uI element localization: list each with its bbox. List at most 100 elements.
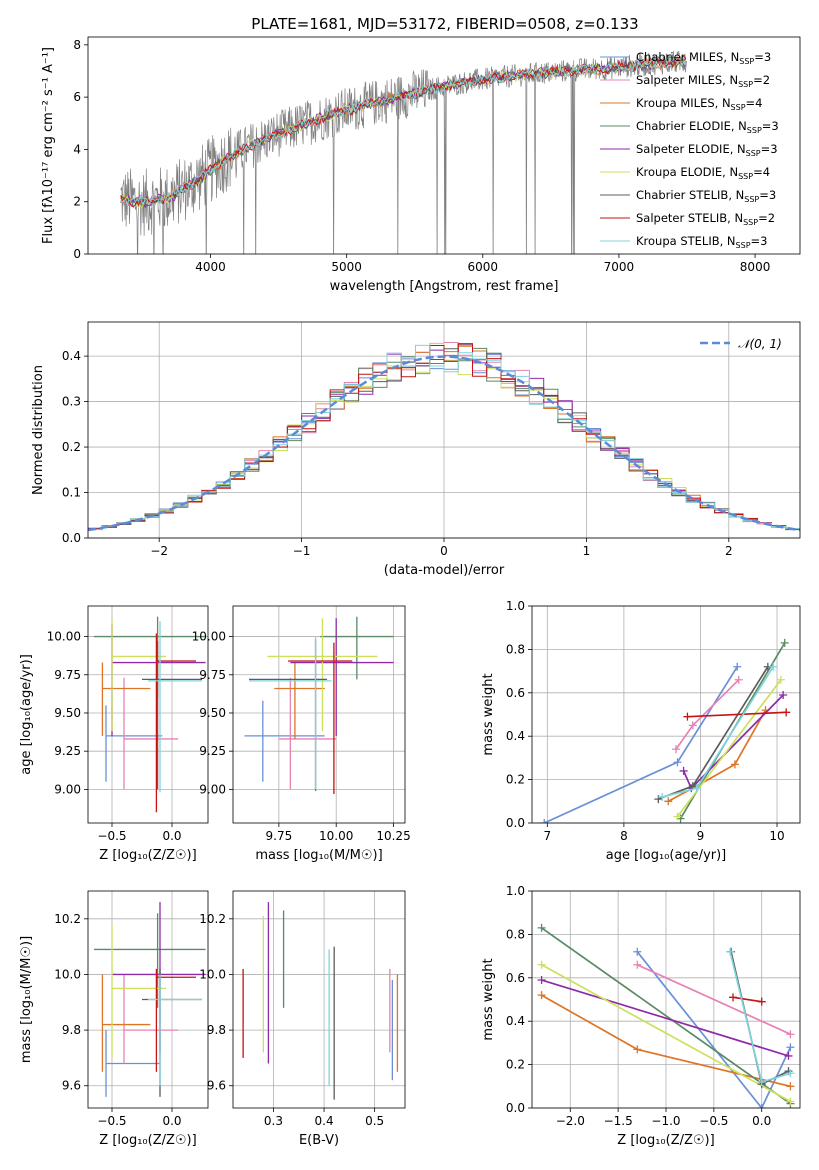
y-tick-label: 0.0 <box>506 1101 525 1115</box>
figure-title: PLATE=1681, MJD=53172, FIBERID=0508, z=0… <box>251 15 638 33</box>
axes-frame <box>87 36 801 255</box>
y-tick-label: 0.8 <box>506 927 525 941</box>
weight-series-line <box>543 666 738 823</box>
x-tick-label: 0.0 <box>752 1114 771 1128</box>
y-tick-label: 0.4 <box>506 729 525 743</box>
spectrum-panel: 4000 5000 6000 7000 8000 0 2 4 6 8 wavelength [Ang… <box>41 36 801 294</box>
x-tick-label: 0.4 <box>315 1114 334 1128</box>
weight-marker <box>729 993 737 1002</box>
y-axis-label: mass weight <box>481 958 496 1040</box>
weight-marker <box>537 975 546 984</box>
weight-marker <box>786 1069 795 1078</box>
weight-marker <box>757 997 766 1006</box>
y-tick-label: 0.3 <box>62 395 81 409</box>
weight-marker <box>537 923 546 932</box>
weight-marker <box>537 960 546 969</box>
weight-marker <box>786 1082 795 1091</box>
x-tick-label: −0.5 <box>699 1114 728 1128</box>
y-tick-label: 9.8 <box>62 1023 81 1037</box>
weight-marker <box>683 712 692 721</box>
weight-series-line <box>636 964 791 1035</box>
y-tick-label: 0.8 <box>506 642 525 656</box>
y-tick-label: 8 <box>73 38 81 52</box>
y-tick-label: 9.00 <box>54 782 81 796</box>
observed-spectrum <box>120 51 688 254</box>
x-axis-label: (data-model)/error <box>384 563 505 578</box>
errorbar-point <box>288 642 353 794</box>
legend-label: Salpeter ELODIE, NSSP=3 <box>636 142 778 158</box>
y-tick-label: 9.25 <box>54 744 81 758</box>
x-tick-label: 5000 <box>331 260 362 274</box>
errorbar-point <box>105 705 163 782</box>
axes-frame <box>232 890 406 1109</box>
weight-marker <box>784 1051 793 1060</box>
weight_vs_age-panel: 7 8 9 10 0.0 0.2 0.4 0.6 0.8 1.0 age [log₁₀(age/yr… <box>481 599 801 863</box>
errorbar-point <box>94 616 206 698</box>
y-tick-label: 9.00 <box>199 782 226 796</box>
axes-frame <box>87 605 209 824</box>
legend-label: Salpeter MILES, NSSP=2 <box>636 73 770 89</box>
y-tick-label: 10.00 <box>47 630 81 644</box>
residuals-panel: −2 −1 0 1 2 0.0 0.1 0.2 0.3 0.4 (data-model)/error… <box>31 321 801 578</box>
errorbar-point <box>123 974 178 1064</box>
weight-marker <box>726 947 735 956</box>
x-tick-label: 8 <box>620 829 628 843</box>
errorbars <box>94 902 206 1097</box>
axes-frame <box>232 605 406 824</box>
errorbar-point <box>123 677 178 790</box>
y-tick-label: 9.75 <box>54 668 81 682</box>
y-tick-label: 10.2 <box>54 912 81 926</box>
y-tick-label: 4 <box>73 142 81 156</box>
y-tick-label: 9.8 <box>207 1023 226 1037</box>
errorbar-point <box>155 968 196 1072</box>
weight-series-line <box>636 951 792 1108</box>
x-tick-label: 2 <box>725 544 733 558</box>
weight-marker <box>730 760 739 769</box>
x-axis-label: wavelength [Angstrom, rest frame] <box>330 279 559 294</box>
weight_vs_Z-panel: −2.0 −1.5 −1.0 −0.5 0.0 0.0 0.2 0.4 0.6 0.8 1.0 Z [… <box>481 884 801 1148</box>
weight-marker <box>757 1104 766 1108</box>
weight-marker <box>786 1097 795 1106</box>
x-tick-label: 8000 <box>740 260 771 274</box>
x-tick-label: 7 <box>543 829 551 843</box>
weight-series-line <box>661 666 774 798</box>
spectrum-legend: Chabrier MILES, NSSP=3 Salpeter MILES, NS… <box>600 50 779 250</box>
x-tick-label: 4000 <box>195 260 226 274</box>
y-tick-label: 9.75 <box>199 668 226 682</box>
y-tick-label: 0.2 <box>506 773 525 787</box>
x-tick-label: 10.00 <box>319 829 353 843</box>
y-axis-label: mass weight <box>481 673 496 755</box>
errorbar-point <box>142 641 202 790</box>
errorbars <box>242 902 399 1100</box>
errorbars <box>94 616 206 813</box>
x-tick-label: 1 <box>583 544 591 558</box>
age_vs_mass-panel: 9.75 10.00 10.25 9.00 9.25 9.50 9.75 10.00 mass … <box>192 605 411 863</box>
weight-marker <box>671 745 680 754</box>
errorbar-point <box>101 974 151 1072</box>
y-tick-label: 0.4 <box>62 349 81 363</box>
errorbar-point <box>244 700 325 782</box>
legend-label: 𝒩(0, 1) <box>738 337 782 351</box>
weight-marker <box>786 1030 795 1039</box>
histogram-lines <box>88 342 800 532</box>
errorbar-point <box>320 616 394 680</box>
weight-series-line <box>541 964 791 1103</box>
x-axis-label: E(B-V) <box>299 1133 339 1148</box>
legend-label: Chabrier ELODIE, NSSP=3 <box>636 119 779 135</box>
age_vs_Z-panel: −0.5 0.0 9.00 9.25 9.50 9.75 10.00 Z [log₁₀(Z/Z… <box>19 605 209 863</box>
weight-series-line <box>541 927 791 1105</box>
y-tick-label: 6 <box>73 90 81 104</box>
y-tick-label: 1.0 <box>506 884 525 898</box>
axes-frame <box>531 890 801 1109</box>
errorbar-point <box>290 618 394 736</box>
weight-marker <box>776 675 785 684</box>
x-tick-label: 10 <box>769 829 784 843</box>
x-tick-label: 0.0 <box>162 1114 181 1128</box>
x-tick-label: 0.3 <box>264 1114 283 1128</box>
legend-label: Kroupa MILES, NSSP=4 <box>636 96 762 112</box>
weight-lines <box>537 923 795 1108</box>
x-tick-label: −0.5 <box>97 1114 126 1128</box>
weight-marker <box>658 792 667 801</box>
x-tick-label: 9 <box>697 829 705 843</box>
errorbar-point <box>101 662 151 736</box>
